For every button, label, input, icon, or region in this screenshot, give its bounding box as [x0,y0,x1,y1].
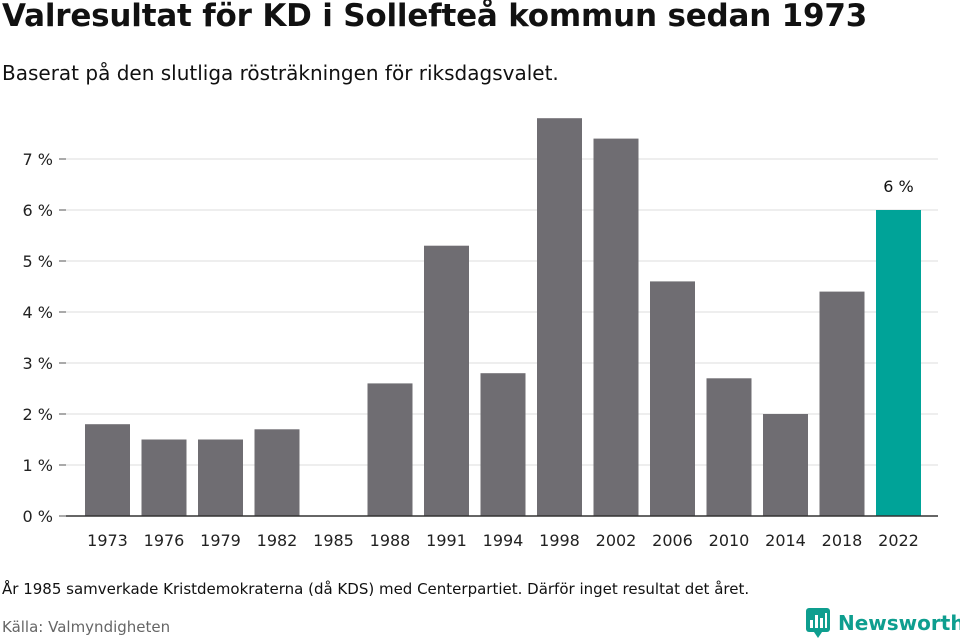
y-tick-label: 4 % [23,303,53,322]
newsworthy-logo-icon [806,608,830,638]
bar-1979 [198,439,243,516]
x-tick-label: 1976 [144,531,185,550]
x-tick-label: 1982 [257,531,298,550]
bar-2006 [650,281,695,516]
bar-1976 [141,439,187,516]
bar-chart: 0 % 1 % 2 % 3 % 4 % 5 % 6 % 7 % 1973 1976 1979 198… [23,118,938,550]
x-tick-label: 2010 [709,531,750,550]
chart-title: Valresultat för KD i Sollefteå kommun se… [2,0,868,34]
bar-2022 [876,210,921,516]
x-tick-label: 2006 [652,531,693,550]
bar-2002 [593,138,639,516]
y-tick-label: 6 % [23,201,53,220]
x-tick-label: 2018 [822,531,863,550]
y-tick-label: 5 % [23,252,53,271]
x-tick-label: 1998 [539,531,580,550]
chart-subtitle: Baserat på den slutliga rösträkningen fö… [2,61,559,85]
x-tick-label: 1988 [370,531,411,550]
bar-2014 [763,414,808,516]
x-tick-label: 1979 [200,531,241,550]
source-text: Källa: Valmyndigheten [2,618,171,636]
data-labels: 6 % [883,177,913,196]
x-tick-label: 2014 [765,531,806,550]
y-tick-label: 7 % [23,150,53,169]
bars [85,118,921,516]
bar-1991 [424,245,469,516]
x-axis-ticks: 1973 1976 1979 1982 1985 1988 1991 1994 1998 2002… [87,531,919,550]
x-tick-label: 1994 [483,531,524,550]
y-tick-label: 3 % [23,354,53,373]
bar-2018 [819,291,865,516]
y-tick-label: 2 % [23,405,53,424]
bar-1988 [367,383,413,516]
x-tick-label: 2002 [596,531,637,550]
bar-1973 [85,424,130,516]
x-tick-label: 1985 [313,531,354,550]
data-label-2022: 6 % [883,177,913,196]
brand-name: Newsworthy [838,611,960,635]
x-tick-label: 2022 [878,531,919,550]
y-axis-ticks: 0 % 1 % 2 % 3 % 4 % 5 % 6 % 7 % [23,150,66,526]
x-tick-label: 1973 [87,531,128,550]
bar-2010 [706,378,752,516]
newsworthy-brand: Newsworthy [806,608,960,638]
bar-1998 [537,118,582,516]
y-tick-label: 1 % [23,456,53,475]
bar-1982 [254,429,300,516]
y-tick-label: 0 % [23,507,53,526]
bar-1994 [480,373,526,516]
x-tick-label: 1991 [426,531,467,550]
footnote: År 1985 samverkade Kristdemokraterna (då… [2,580,750,598]
